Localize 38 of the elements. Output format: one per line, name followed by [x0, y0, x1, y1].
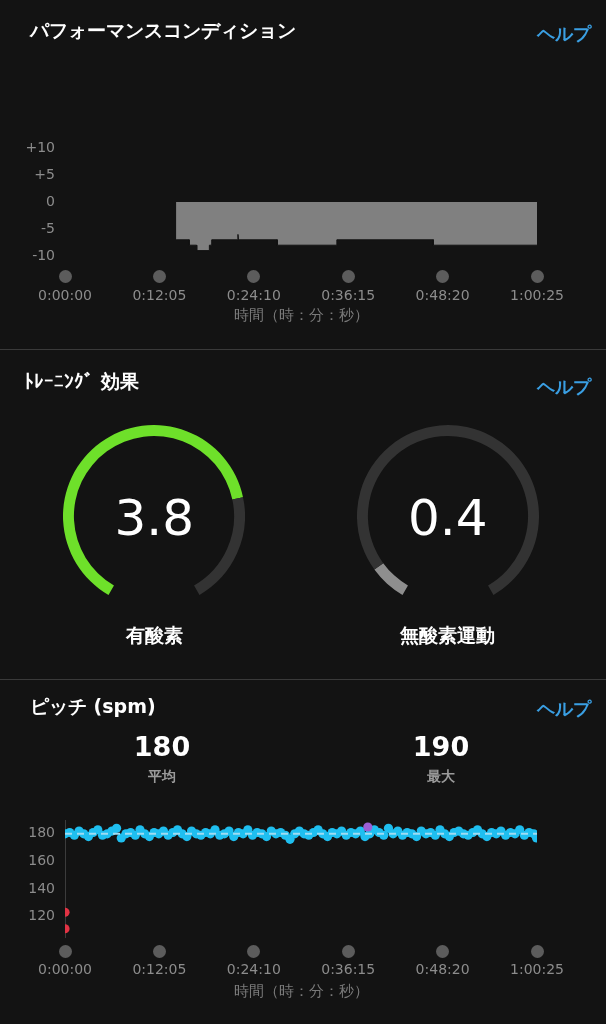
text: 平均 [148, 767, 176, 785]
text: ヘルプ [537, 21, 591, 45]
x-tick-label: 0:00:00 [38, 287, 92, 304]
x-axis-title: 時間（時：分：秒） [233, 305, 369, 324]
chart-title: ピッチ (spm) [30, 694, 156, 718]
y-tick-label: 140 [28, 879, 55, 896]
text: 3.8 [114, 487, 194, 549]
x-axis-title: 時間（時：分：秒） [233, 981, 369, 1000]
x-tick-label: 1:00:25 [510, 287, 564, 304]
y-tick-label: 160 [28, 852, 55, 868]
y-tick-label: -10 [32, 246, 55, 263]
y-tick-label: +5 [34, 165, 55, 182]
x-tick-label: 0:12:05 [132, 961, 187, 978]
text: 180 [133, 730, 191, 764]
text: 最大 [427, 767, 455, 785]
x-tick-label: 0:24:10 [226, 961, 281, 978]
y-tick-label: 120 [28, 907, 55, 924]
text: 0.4 [407, 487, 488, 549]
chart-title: ﾄﾚｰﾆﾝｸﾞ 効果 [24, 369, 139, 393]
text: 190 [412, 730, 470, 764]
y-tick-label: +10 [25, 138, 55, 155]
text: ヘルプ [537, 374, 591, 398]
x-tick-label: 1:00:25 [510, 961, 564, 978]
x-tick-label: 0:24:10 [226, 287, 281, 304]
y-tick-label: 0 [46, 192, 55, 209]
text: 無酸素運動 [400, 623, 496, 647]
y-tick-label: -5 [41, 219, 55, 236]
x-tick-label: 0:48:20 [415, 961, 470, 978]
x-tick-label: 0:36:15 [321, 961, 376, 978]
y-tick-label: 180 [28, 824, 55, 841]
text: ヘルプ [537, 696, 591, 720]
text: 有酸素 [125, 623, 183, 647]
x-tick-label: 0:12:05 [132, 287, 187, 304]
chart-title: パフォーマンスコンディション [30, 18, 296, 42]
point [363, 822, 373, 832]
x-tick-label: 0:48:20 [415, 287, 470, 304]
x-tick-label: 0:00:00 [38, 961, 92, 978]
x-tick-label: 0:36:15 [321, 287, 376, 304]
